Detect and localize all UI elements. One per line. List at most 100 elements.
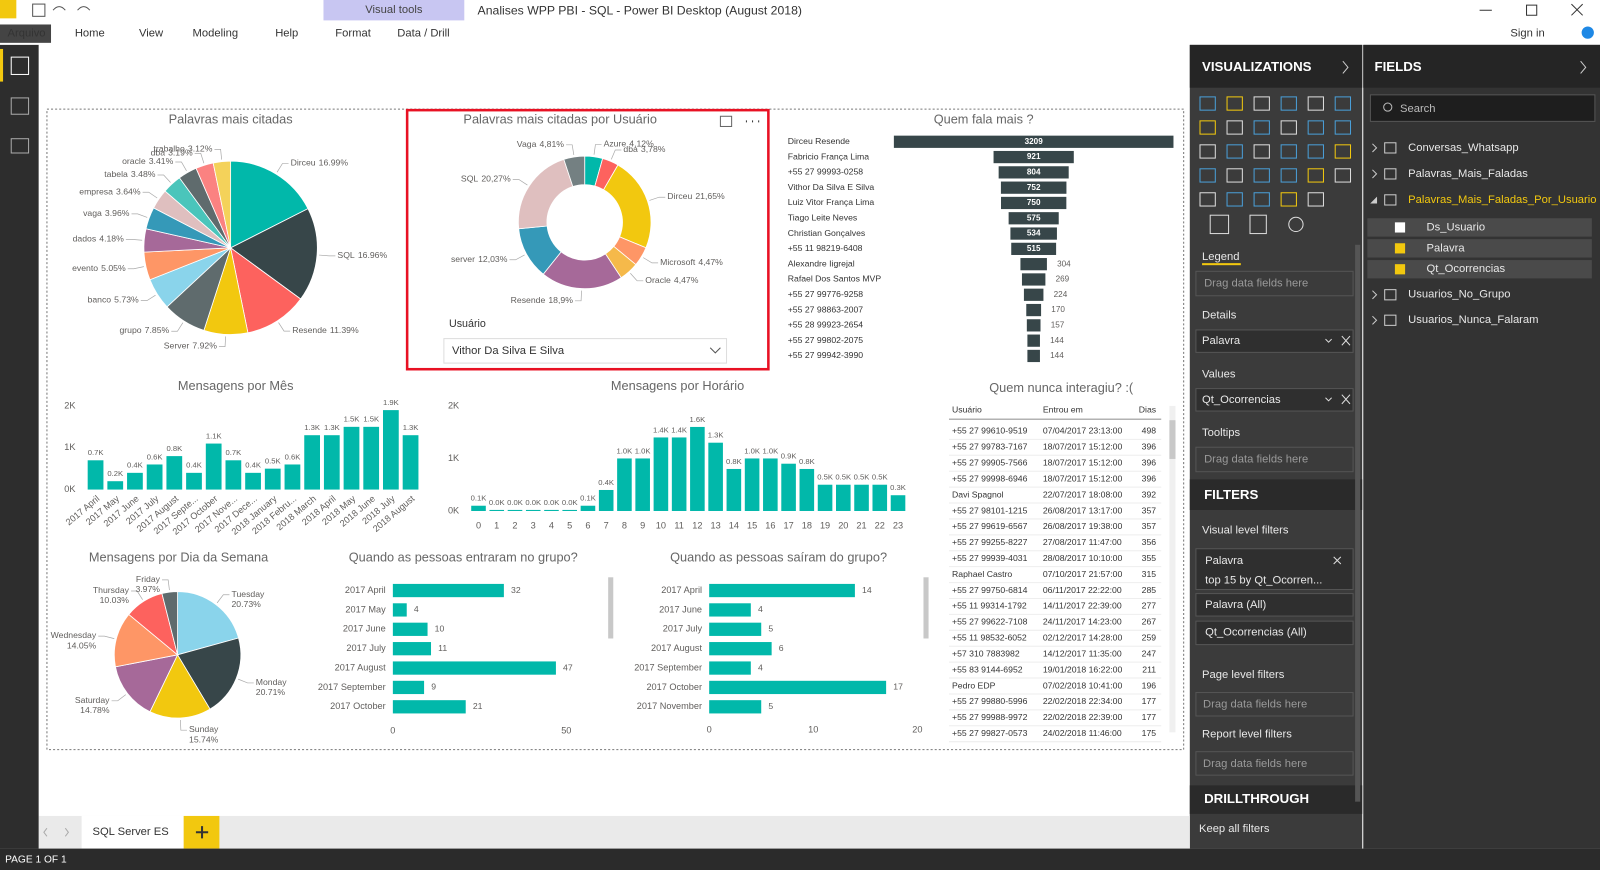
bar[interactable] <box>872 484 888 511</box>
bar[interactable] <box>392 583 504 598</box>
well-field[interactable] <box>1195 329 1354 353</box>
pie-slice[interactable] <box>113 613 179 668</box>
visual-icon[interactable] <box>1307 144 1324 159</box>
drop-zone[interactable] <box>1195 270 1354 297</box>
checkbox[interactable] <box>1394 222 1406 233</box>
visual-icon[interactable] <box>1280 96 1297 111</box>
report-view-icon[interactable] <box>10 56 30 75</box>
slicer-value[interactable]: Vithor Da Silva E Silva <box>452 345 565 357</box>
visual-icon[interactable] <box>1199 120 1216 135</box>
bar[interactable] <box>562 509 578 511</box>
ribbon-tab[interactable]: View <box>139 28 164 40</box>
chart-scroll-thumb[interactable] <box>608 577 614 639</box>
bar[interactable] <box>392 603 407 617</box>
analytics-tab-icon[interactable] <box>1288 216 1304 233</box>
funnel-bar[interactable] <box>1026 319 1041 332</box>
collapse-icon[interactable] <box>1342 60 1349 74</box>
pie-slice[interactable] <box>230 160 309 249</box>
funnel-bar[interactable] <box>893 135 1174 148</box>
funnel-bar[interactable] <box>1027 334 1040 347</box>
funnel-bar[interactable] <box>1010 227 1057 240</box>
bar[interactable] <box>489 509 505 511</box>
visual-icon[interactable] <box>1199 144 1216 159</box>
visual-icon[interactable] <box>1334 168 1352 183</box>
checkbox[interactable] <box>1394 243 1406 254</box>
funnel-bar[interactable] <box>1021 273 1046 286</box>
undo-redo-icons[interactable] <box>52 6 91 11</box>
visual-icon[interactable] <box>1226 144 1243 159</box>
slicer-dropdown[interactable] <box>443 338 728 364</box>
bar[interactable] <box>471 505 486 511</box>
bar[interactable] <box>708 442 723 511</box>
visual-icon[interactable] <box>1226 96 1243 111</box>
bar[interactable] <box>392 680 425 695</box>
column-name[interactable]: Qt_Ocorrencias <box>1427 263 1506 275</box>
focus-mode-icon[interactable] <box>719 115 733 127</box>
pane-scrollbar[interactable] <box>1355 244 1361 802</box>
funnel-bar[interactable] <box>993 150 1074 164</box>
visual-icon[interactable] <box>1253 96 1270 111</box>
bar[interactable] <box>186 472 202 490</box>
bar[interactable] <box>392 642 432 656</box>
funnel-bar[interactable] <box>998 166 1069 179</box>
visual-icon[interactable] <box>1307 96 1324 111</box>
sign-in[interactable]: Sign in <box>1510 28 1544 40</box>
bar[interactable] <box>544 509 559 511</box>
bar[interactable] <box>343 426 360 490</box>
tab-scroll-arrows[interactable] <box>43 827 70 837</box>
table-name[interactable]: Usuarios_Nunca_Falaram <box>1408 314 1538 326</box>
bar[interactable] <box>525 509 541 511</box>
table-scroll-thumb[interactable] <box>1169 420 1176 459</box>
pie-slice[interactable] <box>212 160 232 248</box>
visual-icon[interactable] <box>1253 168 1270 183</box>
pie-slice[interactable] <box>149 653 211 719</box>
bar[interactable] <box>709 661 751 675</box>
table-name[interactable]: Conversas_Whatsapp <box>1408 142 1518 154</box>
bar[interactable] <box>598 489 614 511</box>
bar[interactable] <box>87 460 104 490</box>
checkbox[interactable] <box>1394 264 1406 275</box>
bar[interactable] <box>507 509 523 511</box>
visual-icon[interactable] <box>1199 192 1216 207</box>
bar[interactable] <box>709 680 887 695</box>
bar[interactable] <box>284 464 301 490</box>
column-name[interactable]: Palavra <box>1427 242 1466 254</box>
bar[interactable] <box>726 468 742 511</box>
pie-slice[interactable] <box>229 208 318 300</box>
funnel-bar[interactable] <box>1000 181 1067 194</box>
funnel-bar[interactable] <box>1020 258 1047 271</box>
drop-zone[interactable] <box>1195 751 1354 776</box>
file-tab-bg[interactable] <box>0 24 52 43</box>
bar[interactable] <box>763 458 778 511</box>
table-scrollbar[interactable] <box>1169 405 1176 733</box>
fields-tab-icon[interactable] <box>1209 214 1230 235</box>
ribbon-tab[interactable]: Modeling <box>193 28 239 40</box>
bar[interactable] <box>671 437 687 511</box>
search-box[interactable] <box>1369 94 1596 122</box>
visual-icon[interactable] <box>1253 120 1270 135</box>
pie-slice[interactable] <box>563 155 586 188</box>
visual-icon[interactable] <box>1226 120 1243 135</box>
ribbon-tab[interactable]: Data / Drill <box>397 28 449 40</box>
bar[interactable] <box>690 426 705 511</box>
filter-card[interactable] <box>1195 548 1354 591</box>
window-controls[interactable] <box>1479 3 1584 16</box>
funnel-bar[interactable] <box>1008 212 1059 225</box>
save-icon[interactable] <box>32 3 46 17</box>
funnel-bar[interactable] <box>1027 349 1040 363</box>
bar[interactable] <box>781 463 796 511</box>
drop-zone[interactable] <box>1195 446 1354 473</box>
visual-icon[interactable] <box>1199 168 1216 183</box>
pie-slice[interactable] <box>177 591 240 656</box>
page-tab[interactable]: SQL Server ES <box>92 826 168 838</box>
expand-arrow[interactable] <box>1372 143 1378 153</box>
bar[interactable] <box>225 460 242 490</box>
selected-visual[interactable] <box>405 108 770 371</box>
bar[interactable] <box>709 700 762 714</box>
drop-zone[interactable] <box>1195 692 1354 717</box>
expand-arrow[interactable] <box>1372 169 1378 179</box>
bar[interactable] <box>854 484 869 511</box>
bar[interactable] <box>107 481 124 490</box>
bar[interactable] <box>709 603 751 617</box>
bar[interactable] <box>127 472 143 490</box>
